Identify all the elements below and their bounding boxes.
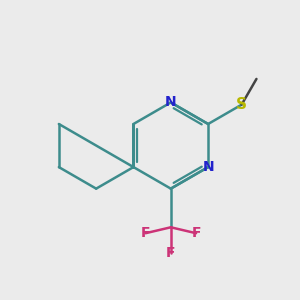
- Text: S: S: [236, 97, 247, 112]
- Text: F: F: [166, 245, 176, 260]
- Text: F: F: [191, 226, 201, 240]
- Text: N: N: [202, 160, 214, 174]
- Text: F: F: [141, 226, 150, 240]
- Text: N: N: [165, 95, 177, 110]
